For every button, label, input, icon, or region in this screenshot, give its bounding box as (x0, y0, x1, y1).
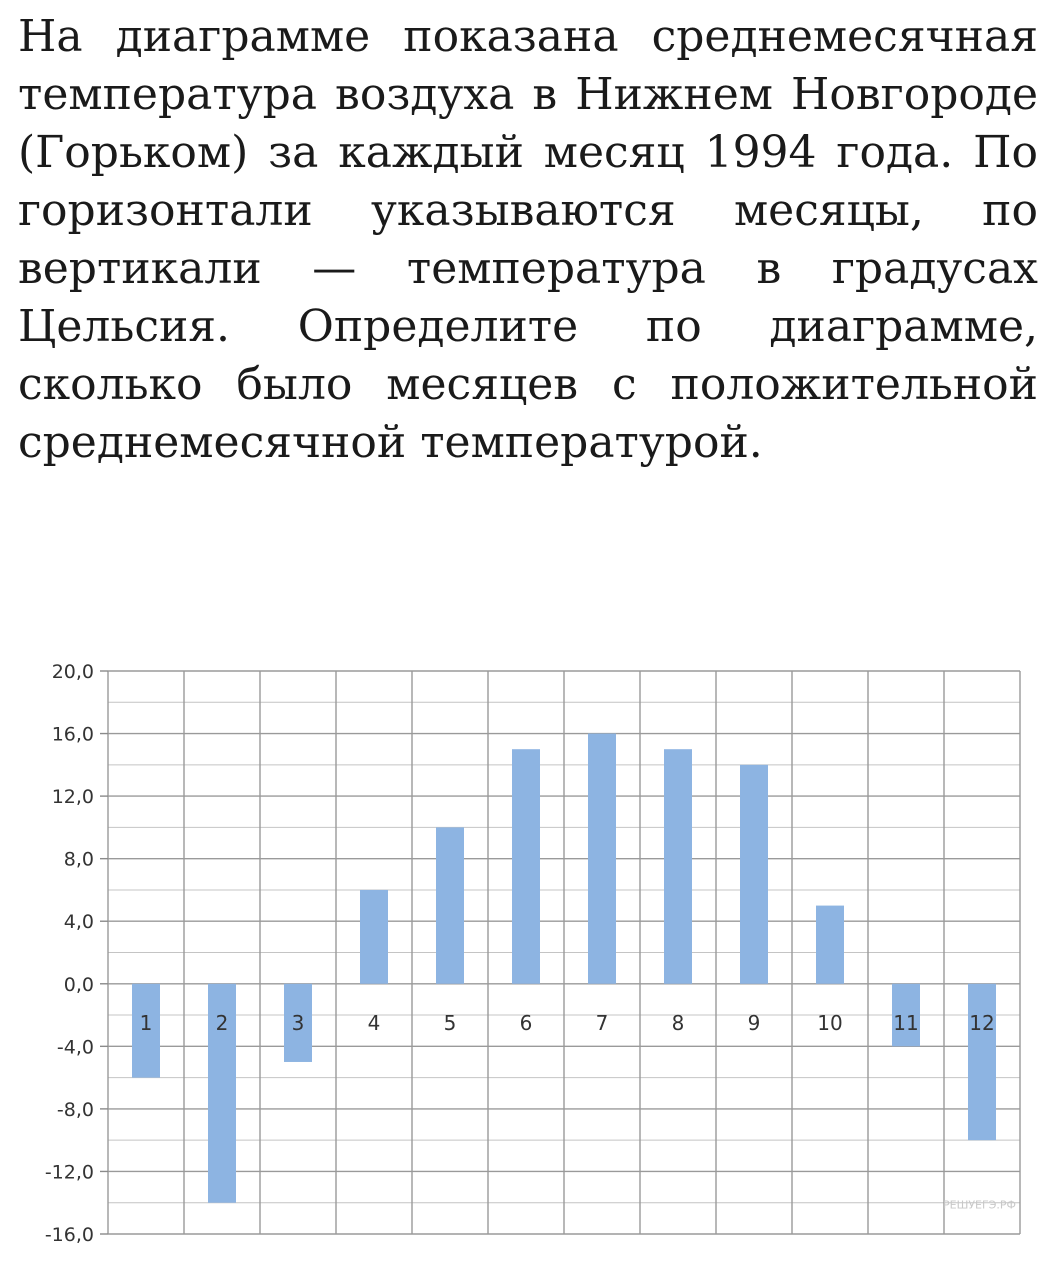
x-tick-label: 12 (969, 1011, 994, 1035)
bar-month-3 (284, 983, 312, 1062)
chart-grid (100, 670, 1021, 1235)
bar-month-9 (740, 764, 768, 984)
x-tick-label: 9 (748, 1011, 761, 1035)
chart-bars (132, 733, 996, 1203)
y-tick-label: 4,0 (64, 911, 94, 933)
bar-month-7 (588, 733, 616, 984)
y-tick-label: -12,0 (45, 1161, 94, 1183)
bar-month-8 (664, 749, 692, 984)
chart-labels: 1 2 3 4 5 6 7 8 9 10 11 1220,016,012,08,04,00,0-4,0… (45, 661, 1016, 1246)
temperature-chart: 1 2 3 4 5 6 7 8 9 10 11 12 20,0 16,0 12,0 8,0 4,0 0,0 -4,0… (0, 640, 1056, 1270)
bar-month-4 (360, 889, 388, 984)
bar-month-5 (436, 827, 464, 984)
x-tick-label: 1 (140, 1011, 153, 1035)
bar-month-10 (816, 905, 844, 984)
bar-month-1 (132, 983, 160, 1078)
problem-text: На диаграмме показана среднемесячная тем… (18, 11, 1038, 468)
bar-month-6 (512, 749, 540, 984)
x-tick-label: 8 (672, 1011, 685, 1035)
y-tick-label: 12,0 (52, 786, 94, 808)
y-tick-label: -16,0 (45, 1224, 94, 1246)
chart-svg: 1 2 3 4 5 6 7 8 9 10 11 1220,016,012,08,04,00,0-4,0… (45, 661, 1021, 1246)
bar-month-2 (208, 983, 236, 1203)
y-tick-label: 0,0 (64, 974, 94, 996)
y-tick-label: -8,0 (57, 1099, 94, 1121)
x-tick-label: 11 (893, 1011, 918, 1035)
y-tick-label: 16,0 (52, 724, 94, 746)
x-tick-label: 3 (292, 1011, 305, 1035)
x-tick-label: 7 (596, 1011, 609, 1035)
bar-month-11 (892, 983, 920, 1047)
y-tick-label: 20,0 (52, 661, 94, 683)
bar-month-12 (968, 983, 996, 1141)
y-tick-label: -4,0 (57, 1036, 94, 1058)
x-tick-label: 6 (520, 1011, 533, 1035)
x-tick-label: 4 (368, 1011, 381, 1035)
x-tick-label: 2 (216, 1011, 229, 1035)
x-tick-label: 10 (817, 1011, 842, 1035)
x-tick-label: 5 (444, 1011, 457, 1035)
watermark-text: РЕШУЕГЭ.РФ (943, 1199, 1016, 1212)
y-tick-label: 8,0 (64, 849, 94, 871)
